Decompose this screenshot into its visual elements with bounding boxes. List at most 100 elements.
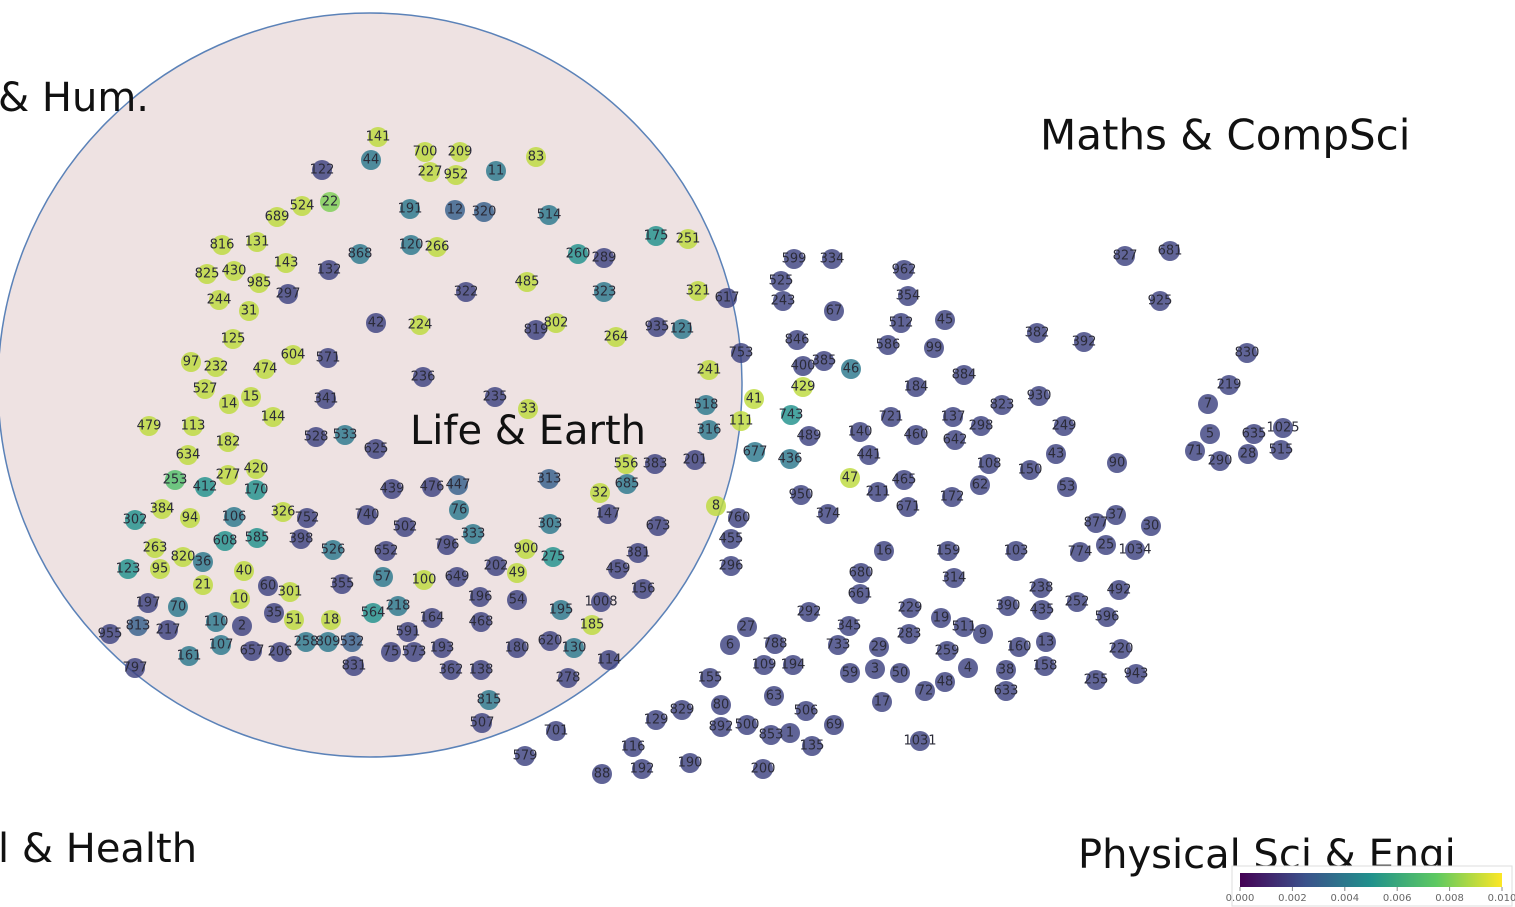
bubble — [249, 273, 269, 293]
bubble — [178, 445, 198, 465]
bubble — [276, 253, 296, 273]
bubble-label: 172 — [940, 490, 965, 505]
bubble — [850, 422, 870, 442]
bubble — [1107, 453, 1127, 473]
bubble-label: 677 — [743, 445, 768, 460]
bubble-label: 657 — [240, 644, 265, 659]
bubble — [564, 638, 584, 658]
bubble-label: 900 — [514, 542, 539, 557]
bubble — [648, 516, 668, 536]
bubble — [472, 713, 492, 733]
bubble-label: 492 — [1107, 583, 1132, 598]
bubble — [558, 668, 578, 688]
bubble — [381, 642, 401, 662]
bubble — [594, 248, 614, 268]
bubble-label: 752 — [295, 511, 320, 526]
bubble-label: 289 — [592, 251, 617, 266]
colorbar-tick-label: 0.006 — [1383, 893, 1412, 904]
bubble — [824, 715, 844, 735]
bubble — [582, 615, 602, 635]
bubble — [342, 632, 362, 652]
bubble — [608, 559, 628, 579]
bubble-label: 374 — [816, 507, 841, 522]
bubble — [507, 638, 527, 658]
bubble-label: 88 — [594, 767, 611, 782]
bubble-label: 4 — [964, 661, 972, 676]
bubble-label: 49 — [509, 566, 526, 581]
bubble-label: 809 — [316, 635, 341, 650]
bubble — [958, 658, 978, 678]
bubble-label: 131 — [245, 235, 270, 250]
bubble-label: 109 — [752, 658, 777, 673]
bubble — [209, 290, 229, 310]
bubble — [241, 387, 261, 407]
bubble-label: 111 — [729, 414, 754, 429]
bubble-label: 125 — [221, 332, 246, 347]
bubble-label: 460 — [904, 428, 929, 443]
bubble-label: 9 — [979, 627, 987, 642]
bubble — [992, 395, 1012, 415]
bubble-label: 506 — [794, 704, 819, 719]
bubble — [802, 736, 822, 756]
bubble — [1046, 444, 1066, 464]
bubble-label: 441 — [857, 448, 882, 463]
bubble — [318, 632, 338, 652]
bubble — [264, 603, 284, 623]
bubble — [632, 759, 652, 779]
bubble — [1035, 656, 1055, 676]
bubble-label: 192 — [630, 762, 655, 777]
bubble-label: 625 — [364, 442, 389, 457]
bubble-label: 141 — [366, 130, 391, 145]
bubble — [711, 717, 731, 737]
bubble — [247, 232, 267, 252]
bubble-label: 10 — [232, 592, 249, 607]
bubble-label: 37 — [1108, 508, 1125, 523]
bubble-label: 22 — [322, 195, 339, 210]
bubble-label: 345 — [837, 619, 862, 634]
bubble — [1097, 607, 1117, 627]
colorbar-tick-label: 0.002 — [1278, 893, 1307, 904]
bubble-label: 120 — [399, 238, 424, 253]
bubble — [617, 474, 637, 494]
bubble — [284, 610, 304, 630]
bubble — [678, 229, 698, 249]
bubble-label: 943 — [1124, 667, 1149, 682]
bubble — [470, 587, 490, 607]
bubble — [211, 635, 231, 655]
bubble-label: 301 — [278, 585, 303, 600]
bubble — [1086, 513, 1106, 533]
bubble — [910, 731, 930, 751]
bubble — [720, 635, 740, 655]
bubble-label: 21 — [195, 578, 212, 593]
bubble-label: 788 — [763, 637, 788, 652]
bubble-label: 515 — [1269, 443, 1294, 458]
bubble — [400, 199, 420, 219]
bubble-label: 689 — [265, 210, 290, 225]
bubble — [1086, 670, 1106, 690]
bubble — [793, 356, 813, 376]
bubble-label: 524 — [290, 199, 315, 214]
bubble-label: 243 — [771, 294, 796, 309]
bubble — [591, 592, 611, 612]
bubble — [931, 608, 951, 628]
bubble-label: 468 — [469, 615, 494, 630]
bubble-label: 46 — [843, 362, 860, 377]
bubble — [784, 249, 804, 269]
bubble — [1160, 241, 1180, 261]
bubble-label: 489 — [797, 429, 822, 444]
bubble — [915, 681, 935, 701]
bubble — [413, 367, 433, 387]
bubble-label: 260 — [566, 247, 591, 262]
bubble-label: 129 — [644, 713, 669, 728]
bubble — [568, 244, 588, 264]
bubble-label: 322 — [454, 285, 479, 300]
bubble-label: 485 — [515, 275, 540, 290]
bubble — [711, 695, 731, 715]
bubble — [731, 411, 751, 431]
bubble — [415, 142, 435, 162]
bubble-label: 439 — [380, 482, 405, 497]
bubble-label: 62 — [972, 478, 989, 493]
bubble-label: 63 — [766, 689, 783, 704]
bubble — [125, 510, 145, 530]
bubble-label: 25 — [1098, 538, 1115, 553]
